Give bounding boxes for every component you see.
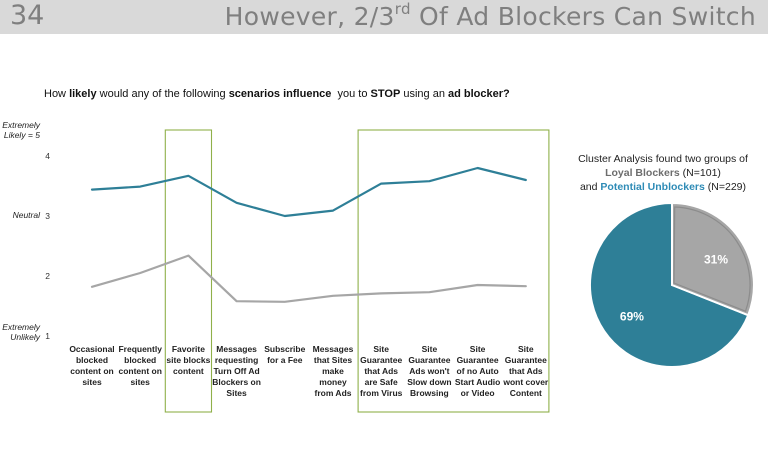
x-category-line: sites xyxy=(131,377,151,387)
x-category-line: that Sites xyxy=(314,355,353,365)
x-category-line: content on xyxy=(118,366,161,376)
x-category-line: requesting xyxy=(215,355,258,365)
x-category-line: Slow down xyxy=(407,377,451,387)
q-bold-4: ad blocker? xyxy=(448,88,510,100)
series-line-loyal-blockers xyxy=(90,254,527,303)
title-part-1: However, 2/3 xyxy=(224,2,395,31)
header-band xyxy=(0,0,768,34)
x-category-line: or Video xyxy=(461,388,495,398)
x-category-line: Guarantee xyxy=(457,355,499,365)
x-category-label: Site Guarantee that Ads wont cover Content xyxy=(502,344,549,398)
legend-loyal-blockers: Loyal Blockers xyxy=(605,167,680,179)
x-category-line: of no Auto xyxy=(457,366,499,376)
x-category-label: Subscribe for a Fee xyxy=(264,344,305,365)
y-tick-label: 3 xyxy=(45,211,50,221)
x-category-line: content xyxy=(173,366,204,376)
x-category-label: Messages requesting Turn Off Ad Blockers on… xyxy=(212,344,261,398)
x-category-line: Site xyxy=(373,344,389,354)
q-text-3: you to xyxy=(331,88,371,100)
x-category-line: Occasional xyxy=(69,344,114,354)
x-category-line: Content xyxy=(510,388,542,398)
cluster-line-3: and Potential Unblockers (N=229) xyxy=(563,180,763,194)
x-category-line: Start Audio xyxy=(455,377,501,387)
x-category-line: that Ads xyxy=(364,366,398,376)
x-category-line: site blocks xyxy=(166,355,210,365)
x-category-line: Messages xyxy=(313,344,354,354)
x-category-label: Occasional blocked content on sites xyxy=(69,344,114,387)
cluster-line-2: Loyal Blockers (N=101) xyxy=(563,166,763,180)
pie-slice-loyal-blockers xyxy=(671,201,755,317)
x-category-line: are Safe xyxy=(365,377,398,387)
title-superscript: rd xyxy=(394,0,411,18)
legend-unblock-n: (N=229) xyxy=(704,181,747,193)
q-bold-3: STOP xyxy=(370,88,401,100)
x-category-line: Messages xyxy=(216,344,257,354)
cluster-legend: Cluster Analysis found two groups of Loy… xyxy=(563,152,763,194)
x-category-line: wont cover xyxy=(502,377,549,387)
x-category-line: Guarantee xyxy=(360,355,402,365)
q-text-4: using an xyxy=(400,88,449,100)
x-category-line: Guarantee xyxy=(505,355,547,365)
x-category-line: Turn Off Ad xyxy=(213,366,259,376)
x-category-label: Favorite site blocks content xyxy=(166,344,210,376)
q-text-1: How xyxy=(44,88,70,100)
slide-number: 34 xyxy=(10,0,45,31)
y-anchor-label: Likely = 5 xyxy=(4,130,40,140)
x-category-label: Frequently blocked content on sites xyxy=(118,344,162,387)
x-category-line: Favorite xyxy=(172,344,205,354)
pie-label-potential-unblockers: 69% xyxy=(620,309,644,323)
q-bold-1: likely xyxy=(69,88,97,100)
x-category-label: Site Guarantee of no Auto Start Audio or Vid… xyxy=(455,344,501,398)
x-category-line: for a Fee xyxy=(267,355,303,365)
x-category-line: Site xyxy=(422,344,438,354)
chart-question: How likely would any of the following sc… xyxy=(44,88,510,100)
x-category-line: that Ads xyxy=(509,366,543,376)
x-category-line: from Ads xyxy=(315,388,352,398)
legend-potential-unblockers: Potential Unblockers xyxy=(600,181,705,193)
q-bold-2: scenarios influence xyxy=(228,88,332,100)
legend-and: and xyxy=(579,181,601,193)
x-category-line: blocked xyxy=(76,355,108,365)
x-category-line: Sites xyxy=(226,388,247,398)
pie-slice-rim xyxy=(673,206,751,312)
y-tick-label: 1 xyxy=(45,331,50,341)
x-category-line: Frequently xyxy=(118,344,162,354)
x-category-label: Messages that Sites make money from Ads xyxy=(313,344,354,398)
cluster-line-1: Cluster Analysis found two groups of xyxy=(578,153,748,165)
x-category-line: from Virus xyxy=(360,388,403,398)
y-anchor-label: Extremely xyxy=(2,120,41,130)
highlight-box-0 xyxy=(164,129,213,413)
y-tick-label: 4 xyxy=(45,151,50,161)
x-category-line: Site xyxy=(470,344,486,354)
legend-loyal-n: (N=101) xyxy=(679,167,721,179)
y-anchor-label: Extremely xyxy=(2,322,41,332)
pie-slice-potential-unblockers xyxy=(589,201,750,368)
title-part-2: Of Ad Blockers Can Switch xyxy=(410,2,756,31)
x-category-line: Ads won't xyxy=(409,366,449,376)
x-category-label: Site Guarantee Ads won't Slow down Browsing xyxy=(407,344,451,398)
y-anchor-label: Neutral xyxy=(13,210,42,220)
highlight-box-1 xyxy=(357,129,550,413)
y-tick-label: 2 xyxy=(45,271,50,281)
x-category-line: Guarantee xyxy=(408,355,450,365)
x-category-line: sites xyxy=(82,377,102,387)
slide-title: However, 2/3rd Of Ad Blockers Can Switch xyxy=(225,0,756,31)
x-category-line: Blockers on xyxy=(212,377,261,387)
x-category-line: make xyxy=(322,366,344,376)
x-category-line: content on xyxy=(70,366,113,376)
pie-label-loyal-blockers: 31% xyxy=(704,253,728,267)
series-line-potential-unblockers xyxy=(90,166,527,218)
x-category-line: money xyxy=(319,377,347,387)
q-text-2: would any of the following xyxy=(96,88,229,100)
x-category-line: Browsing xyxy=(410,388,449,398)
y-anchor-label: Unlikely xyxy=(10,332,41,342)
x-category-line: blocked xyxy=(124,355,156,365)
x-category-line: Subscribe xyxy=(264,344,305,354)
x-category-label: Site Guarantee that Ads are Safe from Virus xyxy=(360,344,403,398)
x-category-line: Site xyxy=(518,344,534,354)
